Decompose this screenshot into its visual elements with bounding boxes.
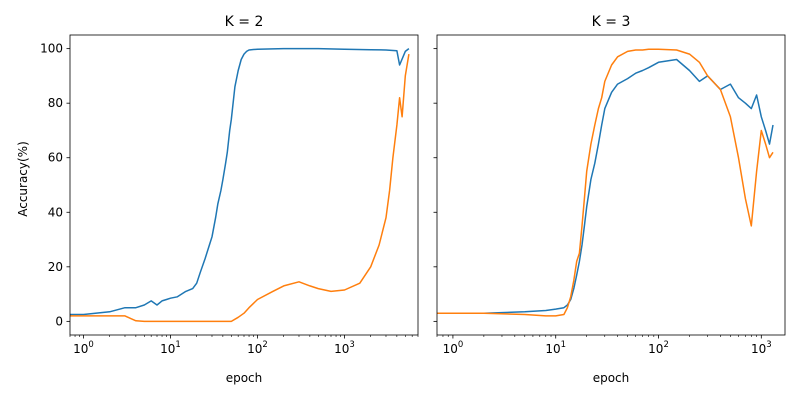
axes-frame [436, 34, 786, 336]
chart-title: K = 3 [592, 14, 631, 30]
x-tick-label: 101 [545, 340, 566, 356]
series-line-1 [437, 48, 774, 317]
y-tick-label: 0 [55, 314, 63, 328]
axes-k3: K = 3 epoch 100 101 102 103 [433, 14, 786, 385]
y-tick-label: 80 [48, 96, 63, 110]
series-line-0 [437, 58, 774, 314]
axes-frame [69, 34, 419, 336]
y-tick-label: 40 [48, 205, 63, 219]
x-axis-label: epoch [226, 371, 263, 385]
x-tick-label: 103 [751, 340, 772, 356]
series-line-1 [70, 53, 410, 323]
chart-title: K = 2 [225, 14, 264, 30]
x-tick-label: 102 [247, 340, 268, 356]
x-tick-label: 103 [334, 340, 355, 356]
series-line-0 [70, 47, 410, 316]
y-tick-label: 100 [40, 42, 63, 56]
x-tick-label: 102 [648, 340, 669, 356]
plot-area [437, 48, 774, 317]
y-axis-label: Accuracy(%) [16, 141, 30, 217]
x-tick-label: 100 [443, 340, 464, 356]
x-tick-label: 101 [160, 340, 181, 356]
plot-area [70, 47, 410, 323]
x-axis-label: epoch [593, 371, 630, 385]
axes-k2: K = 2 Accuracy(%) epoch 0 20 40 60 80 100 100 1… [16, 14, 419, 385]
x-tick-label: 100 [73, 340, 94, 356]
y-tick-label: 20 [48, 260, 63, 274]
y-tick-label: 60 [48, 151, 63, 165]
